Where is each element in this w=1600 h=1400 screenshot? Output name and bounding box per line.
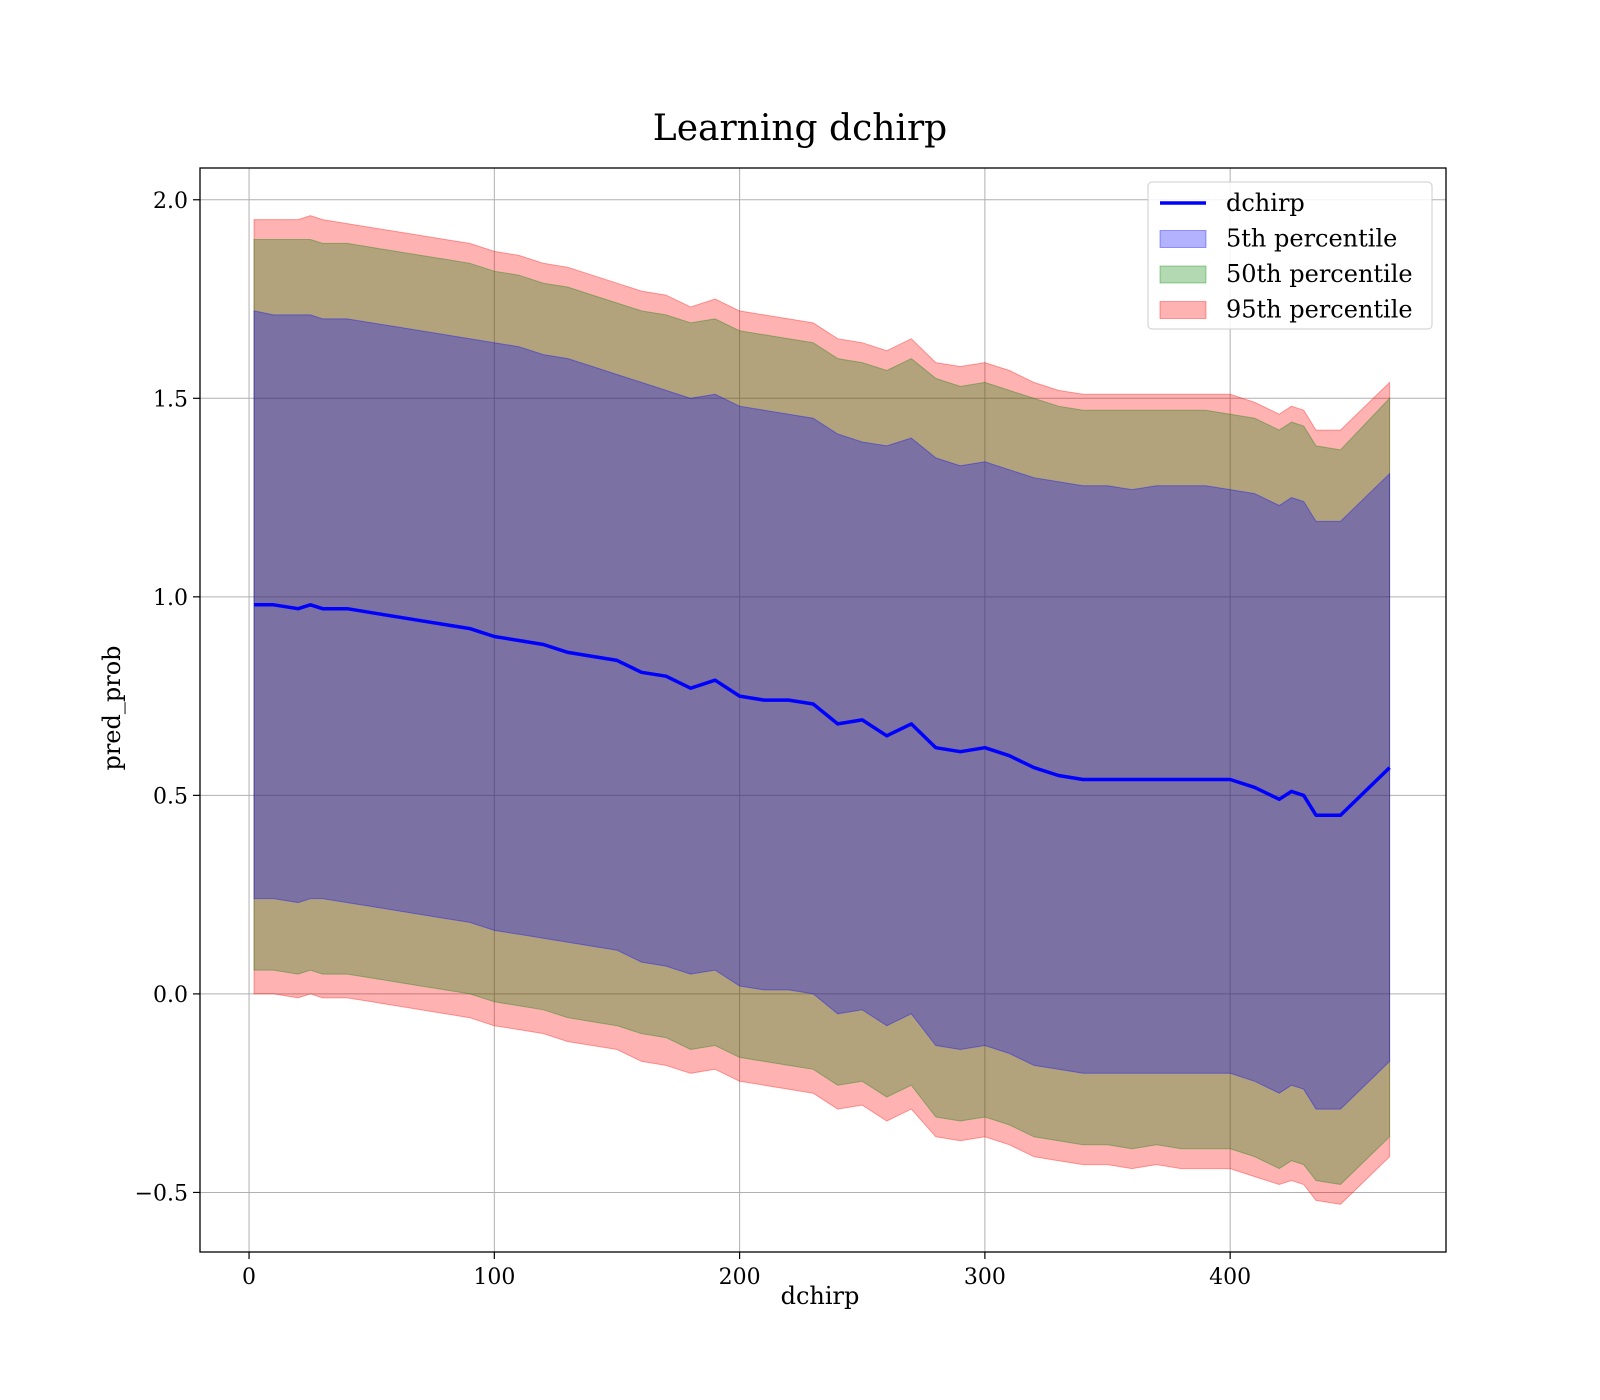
x-axis-label: dchirp [781,1282,860,1310]
legend-label-dchirp: dchirp [1226,189,1305,217]
legend-box [1147,181,1433,330]
legend-label-50th-percentile: 50th percentile [1226,260,1413,288]
chart-title: Learning dchirp [653,108,947,149]
plot-frame [199,167,1447,1253]
x-tick-label: 200 [719,1265,761,1290]
legend-swatch-5th-percentile [1159,230,1207,248]
x-tick-label: 400 [1209,1265,1251,1290]
legend-label-5th-percentile: 5th percentile [1226,225,1397,253]
axis-ticks: 0 100 200 300 400 −0.5 0.0 0.5 1.0 1.5 2.0 [135,189,1252,1290]
legend-entries: dchirp 5th percentile 50th percentile 95th … [1159,189,1413,324]
x-tick-label: 100 [473,1265,515,1290]
y-tick-label: 2.0 [153,189,188,214]
series-lines [254,603,1391,817]
x-tick-label: 300 [964,1265,1006,1290]
y-tick-label: −0.5 [135,1181,188,1206]
y-tick-label: 0.5 [153,784,188,809]
y-tick-label: 0.0 [153,983,188,1008]
y-tick-label: 1.5 [153,387,188,412]
legend-swatch-50th-percentile [1159,265,1207,284]
y-axis-label: pred_prob [98,645,126,770]
legend-label-95th-percentile: 95th percentile [1226,296,1413,324]
series-line-dchirp [254,603,1391,817]
y-tick-label: 1.0 [153,586,188,611]
x-tick-label: 0 [242,1265,256,1290]
legend: dchirp 5th percentile 50th percentile 95th … [1147,181,1433,330]
legend-swatch-95th-percentile [1159,301,1207,319]
